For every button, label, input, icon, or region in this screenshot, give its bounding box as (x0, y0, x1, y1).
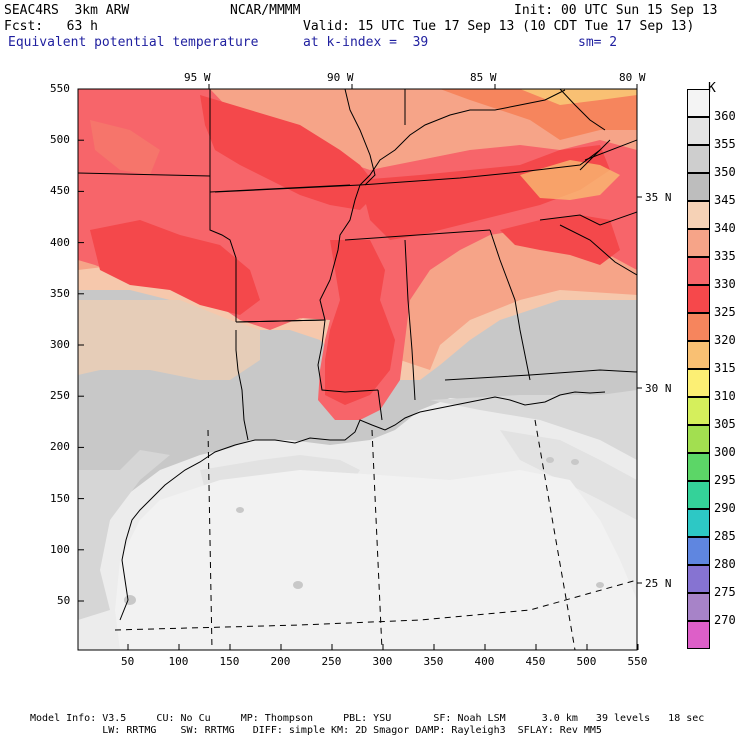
colorbar-label: 280 (714, 557, 736, 571)
colorbar-swatch (687, 89, 710, 117)
colorbar-swatch (687, 257, 710, 285)
x-tick-label: 350 (423, 655, 444, 668)
colorbar-swatch (687, 509, 710, 537)
x-tick-label: 100 (168, 655, 189, 668)
colorbar-label: 290 (714, 501, 736, 515)
y-tick-label: 500 (50, 133, 70, 147)
colorbar-swatch (687, 173, 710, 201)
colorbar-swatch (687, 537, 710, 565)
colorbar-label: 270 (714, 613, 736, 627)
colorbar-swatch (687, 201, 710, 229)
x-tick-label: 50 (121, 655, 135, 668)
smoothing-label: sm= 2 (578, 35, 618, 50)
colorbar-swatch (687, 621, 710, 649)
y-tick-label: 400 (50, 235, 70, 249)
y-tick-label: 350 (50, 286, 70, 300)
colorbar-swatch (687, 481, 710, 509)
colorbar-swatch (687, 593, 710, 621)
colorbar-label: 330 (714, 277, 736, 291)
forecast-hour: Fcst: 63 h (4, 19, 98, 34)
colorbar-swatch (687, 145, 710, 173)
x-tick-label: 150 (219, 655, 240, 668)
y-tick-label: 50 (57, 594, 71, 607)
colorbar-swatch (687, 341, 710, 369)
colorbar-label: 305 (714, 417, 736, 431)
field-name: Equivalent potential temperature (8, 35, 259, 50)
colorbar-label: 360 (714, 109, 736, 123)
colorbar-label: 340 (714, 221, 736, 235)
colorbar-unit: K (708, 81, 716, 96)
lon-label-80w: 80 W (619, 71, 646, 84)
level-label: at k-index = 39 (303, 35, 429, 50)
x-tick-label: 200 (270, 655, 291, 668)
lat-label-25n: 25 N (645, 577, 672, 590)
lon-label-85w: 85 W (470, 71, 497, 84)
colorbar-swatch (687, 425, 710, 453)
x-tick-label: 500 (576, 655, 597, 668)
organization-label: NCAR/MMMM (230, 3, 301, 18)
colorbar-swatch (687, 453, 710, 481)
boundary-lines (78, 89, 637, 650)
x-tick-label: 250 (321, 655, 342, 668)
lat-label-35n: 35 N (645, 191, 672, 204)
colorbar-label: 355 (714, 137, 736, 151)
valid-time: Valid: 15 UTC Tue 17 Sep 13 (10 CDT Tue … (303, 19, 695, 34)
y-tick-label: 100 (50, 542, 70, 556)
colorbar-label: 325 (714, 305, 736, 319)
y-tick-label: 200 (50, 440, 70, 454)
init-time: Init: 00 UTC Sun 15 Sep 13 (514, 3, 718, 18)
colorbar-swatch (687, 117, 710, 145)
model-name: SEAC4RS 3km ARW (4, 3, 130, 18)
plot-frame (77, 88, 638, 651)
x-tick-label: 550 (627, 655, 648, 668)
lon-label-90w: 90 W (327, 71, 354, 84)
y-tick-label: 250 (50, 389, 70, 403)
colorbar-label: 295 (714, 473, 736, 487)
x-tick-label: 300 (372, 655, 393, 668)
colorbar-swatch (687, 285, 710, 313)
y-tick-label: 150 (50, 491, 70, 505)
model-info-line1: Model Info: V3.5 CU: No Cu MP: Thompson … (30, 713, 705, 724)
y-tick-label: 300 (50, 338, 70, 351)
y-tick-label: 550 (50, 82, 70, 95)
lon-label-95w: 95 W (184, 71, 211, 84)
colorbar-swatch (687, 313, 710, 341)
colorbar-label: 310 (714, 389, 736, 403)
colorbar-label: 350 (714, 165, 736, 179)
y-tick-label: 450 (50, 184, 70, 198)
model-info-line2: LW: RRTMG SW: RRTMG DIFF: simple KM: 2D … (30, 725, 602, 736)
colorbar-label: 345 (714, 193, 736, 207)
colorbar-label: 320 (714, 333, 736, 347)
colorbar-label: 285 (714, 529, 736, 543)
colorbar-swatch (687, 369, 710, 397)
x-tick-label: 400 (474, 655, 495, 668)
colorbar-label: 315 (714, 361, 736, 375)
theta-e-field (78, 89, 637, 650)
x-tick-label: 450 (525, 655, 546, 668)
colorbar-swatch (687, 229, 710, 257)
colorbar-swatch (687, 565, 710, 593)
colorbar-label: 275 (714, 585, 736, 599)
lat-label-30n: 30 N (645, 382, 672, 395)
colorbar-label: 335 (714, 249, 736, 263)
colorbar-swatch (687, 397, 710, 425)
colorbar-label: 300 (714, 445, 736, 459)
